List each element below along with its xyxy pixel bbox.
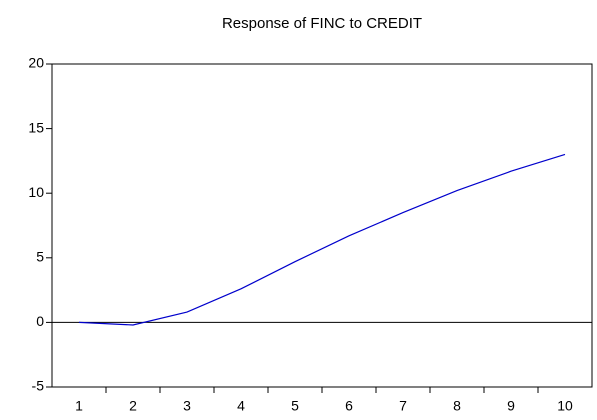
x-tick-label: 3: [183, 398, 191, 414]
y-tick-label: -5: [32, 378, 45, 394]
y-tick-label: 20: [28, 55, 44, 71]
x-tick-label: 7: [399, 398, 407, 414]
x-tick-label: 10: [557, 398, 573, 414]
x-tick-label: 5: [291, 398, 299, 414]
x-tick-label: 6: [345, 398, 353, 414]
x-tick-label: 1: [75, 398, 83, 414]
plot-frame: [51, 63, 593, 388]
y-tick-label: 5: [36, 249, 44, 265]
y-tick-label: 10: [28, 184, 44, 200]
y-tick-label: 0: [36, 313, 44, 329]
x-tick-label: 4: [237, 398, 245, 414]
x-tick-label: 2: [129, 398, 137, 414]
y-tick-label: 15: [28, 119, 44, 135]
line-series: [78, 153, 566, 326]
x-tick-label: 8: [453, 398, 461, 414]
chart-title: Response of FINC to CREDIT: [222, 15, 422, 32]
x-tick-label: 9: [507, 398, 515, 414]
